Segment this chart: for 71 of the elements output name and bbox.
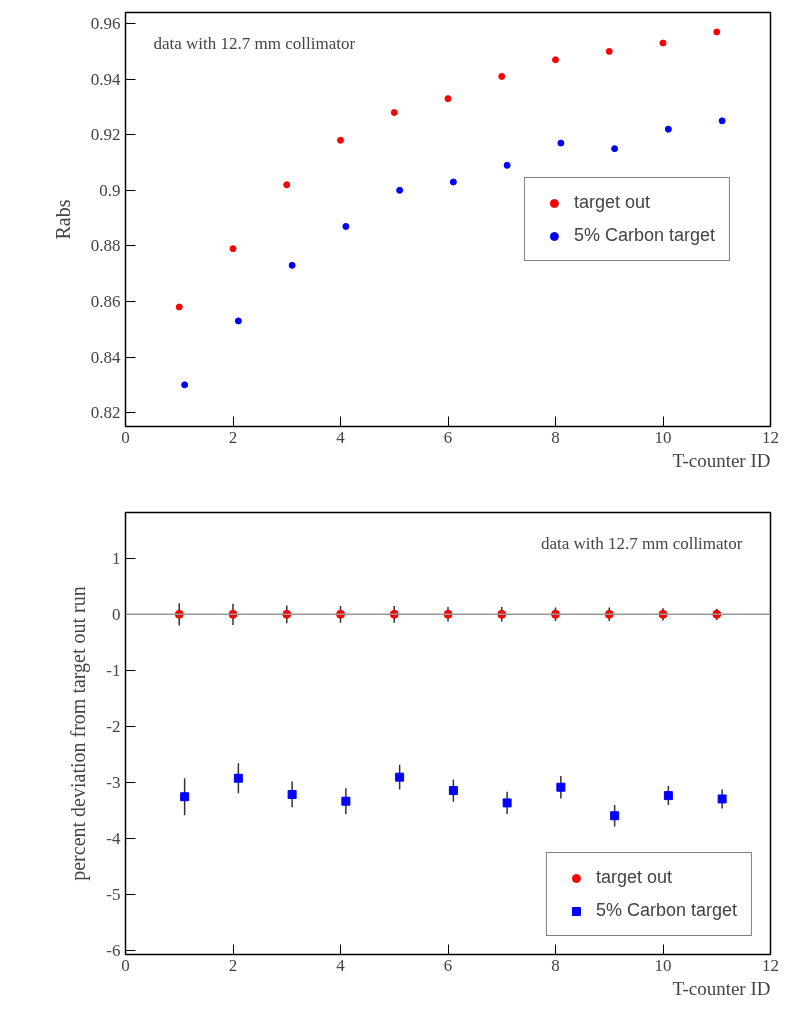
x-tick-label: 4 — [336, 427, 346, 447]
x-tick-label: 4 — [336, 955, 346, 975]
point — [664, 125, 672, 133]
point — [718, 117, 726, 125]
y-tick-label: 0.88 — [90, 236, 121, 256]
y-tick-label: 0.94 — [90, 69, 121, 89]
point — [395, 772, 405, 782]
annotation: data with 12.7 mm collimator — [153, 33, 356, 53]
y-tick-label: 0.82 — [90, 403, 121, 423]
point — [448, 786, 458, 796]
point — [713, 28, 721, 36]
point — [390, 109, 398, 117]
point — [229, 245, 237, 253]
y-tick-label: 1 — [112, 548, 121, 568]
y-axis-title: percent deviation from target out run — [67, 586, 91, 881]
x-tick-label: 6 — [443, 955, 453, 975]
point — [717, 794, 727, 804]
point — [502, 798, 512, 808]
point — [181, 381, 189, 389]
point — [444, 95, 452, 103]
point — [449, 178, 457, 186]
point — [180, 792, 190, 802]
y-tick-label: 0.9 — [99, 180, 121, 200]
x-tick-label: 2 — [228, 955, 238, 975]
point — [342, 222, 350, 230]
y-tick-label: -1 — [106, 660, 121, 680]
point — [552, 56, 559, 64]
x-axis-title: T-counter ID — [672, 977, 771, 999]
y-axis-title: Rabs — [51, 199, 74, 240]
annotation: data with 12.7 mm collimator — [540, 533, 743, 553]
x-axis-title: T-counter ID — [672, 449, 771, 471]
legend-label: 5% Carbon target — [595, 900, 737, 921]
point — [396, 186, 404, 194]
y-tick-label: -4 — [106, 828, 121, 848]
y-tick-label: -3 — [106, 772, 121, 792]
point — [610, 811, 620, 821]
x-tick-label: 12 — [762, 427, 779, 447]
x-tick-label: 8 — [551, 955, 560, 975]
point — [337, 136, 344, 144]
point — [557, 139, 565, 147]
y-tick-label: 0.86 — [90, 291, 121, 311]
point — [663, 791, 673, 801]
point — [287, 789, 297, 799]
point — [503, 161, 511, 169]
point — [283, 181, 291, 189]
y-tick-label: 0 — [112, 604, 121, 624]
point — [611, 145, 619, 153]
point — [556, 782, 566, 792]
point — [498, 72, 506, 80]
x-tick-label: 10 — [654, 955, 672, 975]
legend-label: target out — [573, 192, 650, 213]
x-tick-label: 6 — [443, 427, 453, 447]
point — [288, 261, 296, 269]
point — [175, 303, 183, 311]
legend-label: target out — [595, 867, 672, 888]
x-tick-label: 8 — [551, 427, 560, 447]
y-tick-label: 0.84 — [90, 347, 121, 367]
y-tick-label: 0.92 — [90, 125, 121, 145]
point — [233, 773, 243, 783]
point — [234, 317, 242, 325]
x-tick-label: 12 — [762, 955, 779, 975]
y-tick-label: -2 — [106, 716, 121, 736]
y-tick-label: -6 — [106, 940, 121, 960]
y-tick-label: 0.96 — [90, 14, 121, 34]
legend-label: 5% Carbon target — [573, 225, 715, 246]
point — [659, 39, 667, 47]
y-tick-label: -5 — [106, 884, 121, 904]
point — [341, 796, 351, 806]
x-tick-label: 2 — [228, 427, 238, 447]
x-tick-label: 10 — [654, 427, 672, 447]
point — [605, 47, 613, 55]
